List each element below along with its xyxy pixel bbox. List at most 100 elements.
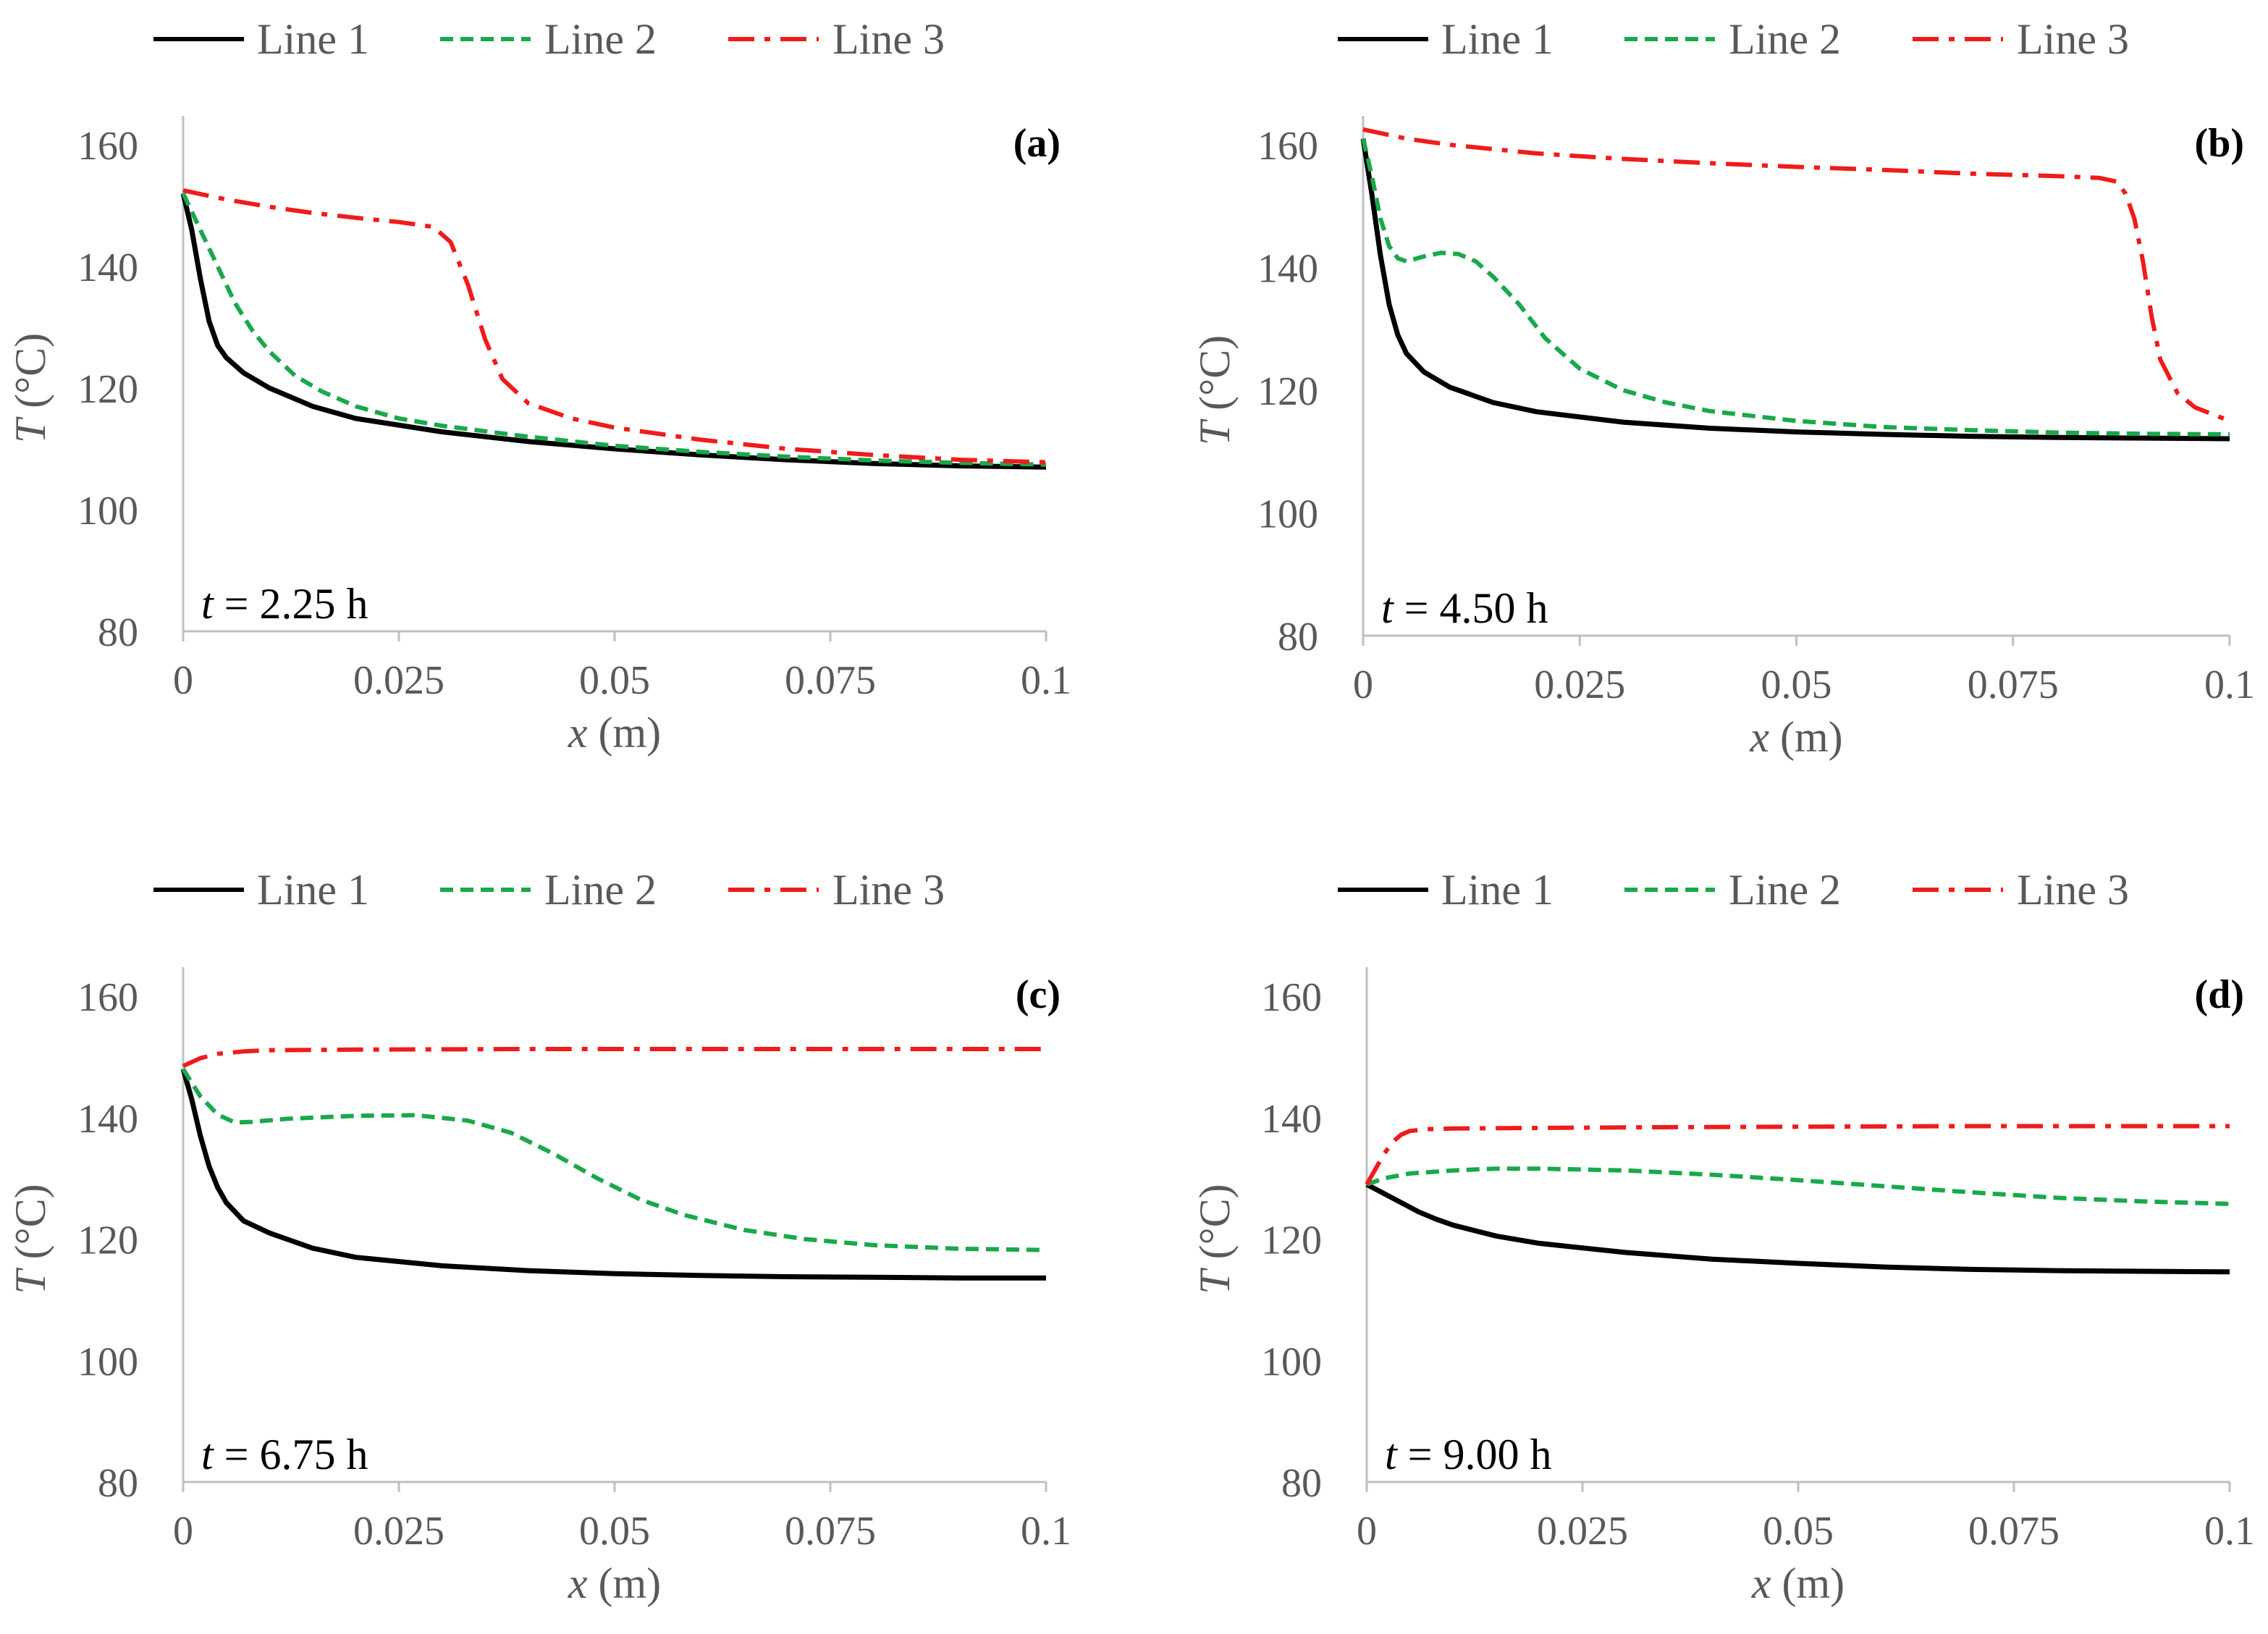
y-tick-label: 140	[77, 1097, 138, 1142]
chart-panel-d: Line 1 Line 2 Line 3 0 0.025 0.05 0.075 0.1 80 10…	[1191, 866, 2255, 1607]
y-tick-label: 160	[77, 124, 138, 169]
y-axis-title-unit: (°C)	[1191, 1184, 1239, 1270]
time-annotation-value: = 9.00 h	[1397, 1431, 1552, 1478]
x-tick-label: 0.05	[579, 1509, 650, 1554]
y-axis-title: T (°C)	[1191, 335, 1239, 445]
x-tick-label: 0.05	[579, 658, 650, 703]
chart-panel-a: Line 1 Line 2 Line 3 0 0.025 0.05 0.075 0.1 80 10…	[7, 15, 1071, 757]
legend-label-line-3: Line 3	[2017, 866, 2129, 914]
legend-label-line-2: Line 2	[544, 15, 657, 63]
time-annotation-symbol: t	[201, 580, 214, 628]
y-tick-label: 100	[77, 489, 138, 534]
x-tick-label: 0.025	[1537, 1509, 1628, 1554]
y-axis-title: T (°C)	[7, 1184, 54, 1294]
time-annotation-value: = 2.25 h	[214, 580, 368, 628]
series-line-3	[1365, 1124, 2230, 1186]
x-axis-title-unit: (m)	[1771, 1559, 1845, 1607]
y-tick-label: 140	[77, 245, 138, 290]
y-tick-label: 160	[77, 975, 138, 1020]
y-axis-title-symbol: T	[1191, 418, 1239, 445]
y-tick-label: 120	[1257, 369, 1318, 414]
x-tick-label: 0.075	[785, 1509, 876, 1554]
x-axis-title-unit: (m)	[1769, 713, 1843, 761]
y-tick-label: 140	[1261, 1097, 1322, 1142]
legend-label-line-3: Line 3	[2017, 15, 2129, 63]
y-axis-title-unit: (°C)	[7, 333, 54, 419]
x-axis-title: x (m)	[1749, 713, 1842, 761]
x-axis-title-symbol: x	[568, 709, 588, 757]
y-tick-label: 80	[98, 1461, 138, 1506]
x-tick-label: 0.025	[353, 1509, 444, 1554]
legend-label-line-1: Line 1	[1441, 866, 1554, 914]
legend-label-line-1: Line 1	[257, 15, 369, 63]
x-tick-label: 0.1	[2204, 662, 2255, 707]
y-axis-title-symbol: T	[7, 416, 54, 443]
time-annotation: t = 9.00 h	[1385, 1431, 1552, 1478]
x-tick-label: 0	[1357, 1509, 1377, 1554]
y-tick-label: 80	[98, 610, 138, 655]
panel-label: (c)	[1016, 972, 1061, 1017]
series-line-2	[1366, 1166, 2230, 1206]
x-tick-label: 0.025	[353, 658, 444, 703]
series-line-1	[180, 193, 1047, 470]
panel-label: (b)	[2195, 121, 2244, 166]
series-line-3	[182, 188, 1047, 465]
y-axis-title-symbol: T	[7, 1268, 54, 1294]
x-axis-title-symbol: x	[1749, 713, 1769, 761]
x-tick-label: 0.1	[2204, 1509, 2255, 1554]
legend-label-line-3: Line 3	[832, 15, 945, 63]
chart-panel-c: Line 1 Line 2 Line 3 0 0.025 0.05 0.075 0.1 80 10…	[7, 866, 1071, 1607]
time-annotation: t = 2.25 h	[201, 580, 368, 628]
time-annotation-value: = 4.50 h	[1394, 584, 1548, 632]
chart-panel-b: Line 1 Line 2 Line 3 0 0.025 0.05 0.075 0.1 80 10…	[1191, 15, 2255, 761]
time-annotation: t = 6.75 h	[201, 1431, 368, 1478]
legend-label-line-2: Line 2	[1729, 15, 1841, 63]
x-tick-label: 0.075	[1968, 662, 2059, 707]
legend-label-line-1: Line 1	[257, 866, 369, 914]
y-tick-label: 160	[1257, 124, 1318, 169]
y-tick-label: 160	[1261, 975, 1322, 1020]
legend-label-line-3: Line 3	[832, 866, 945, 914]
x-tick-label: 0.05	[1763, 1509, 1834, 1554]
x-tick-label: 0	[1353, 662, 1373, 707]
series-line-1	[180, 1068, 1046, 1281]
x-axis-title-symbol: x	[1751, 1559, 1771, 1607]
x-tick-label: 0	[173, 658, 193, 703]
x-axis-title-unit: (m)	[588, 1559, 662, 1607]
y-tick-label: 80	[1278, 615, 1318, 660]
x-tick-label: 0.1	[1021, 1509, 1071, 1554]
time-annotation-symbol: t	[1381, 584, 1394, 632]
legend-label-line-2: Line 2	[544, 866, 657, 914]
x-axis-title: x (m)	[568, 709, 661, 757]
y-axis-title: T (°C)	[1191, 1184, 1239, 1294]
legend-label-line-2: Line 2	[1729, 866, 1841, 914]
y-tick-label: 140	[1257, 247, 1318, 292]
x-axis-title: x (m)	[1751, 1559, 1845, 1607]
panel-label: (a)	[1013, 121, 1061, 166]
y-axis-title-unit: (°C)	[7, 1184, 54, 1270]
y-tick-label: 100	[1261, 1339, 1322, 1384]
x-axis-title-symbol: x	[568, 1559, 588, 1607]
y-tick-label: 80	[1281, 1461, 1322, 1506]
x-tick-label: 0.025	[1534, 662, 1625, 707]
series-line-2	[181, 192, 1047, 467]
x-tick-label: 0.1	[1021, 658, 1071, 703]
x-tick-label: 0.05	[1761, 662, 1832, 707]
y-axis-title-unit: (°C)	[1191, 335, 1239, 421]
y-tick-label: 100	[1257, 492, 1318, 537]
time-annotation-symbol: t	[201, 1431, 214, 1478]
x-tick-label: 0.075	[785, 658, 876, 703]
series-line-3	[1362, 127, 2231, 424]
series-line-2	[181, 1068, 1047, 1252]
time-annotation-value: = 6.75 h	[214, 1431, 368, 1478]
y-axis-title: T (°C)	[7, 333, 54, 443]
y-tick-label: 120	[1261, 1218, 1322, 1263]
series-line-3	[182, 1047, 1046, 1069]
time-annotation-symbol: t	[1385, 1431, 1398, 1478]
x-axis-title-unit: (m)	[588, 709, 662, 757]
panel-label: (d)	[2195, 972, 2244, 1017]
time-annotation: t = 4.50 h	[1381, 584, 1548, 632]
legend-label-line-1: Line 1	[1441, 15, 1554, 63]
x-tick-label: 0	[173, 1509, 193, 1554]
